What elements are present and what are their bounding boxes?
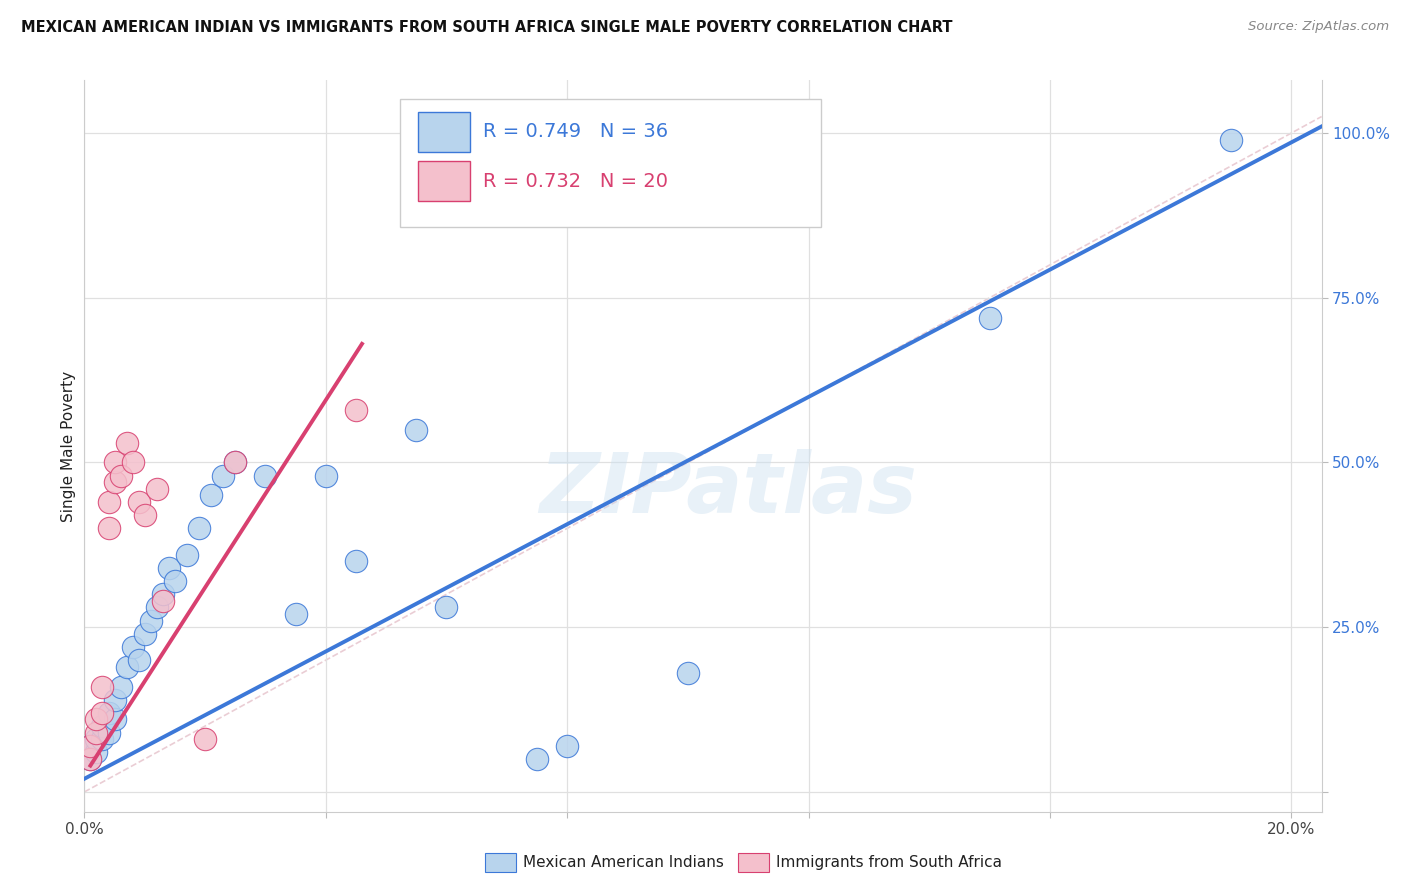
Point: [91, 706, 114, 720]
FancyBboxPatch shape: [399, 99, 821, 227]
Y-axis label: Single Male Poverty: Single Male Poverty: [60, 370, 76, 522]
Point: [115, 435, 138, 450]
Text: Mexican American Indians: Mexican American Indians: [523, 855, 724, 870]
Point: [91, 732, 114, 747]
Text: Source: ZipAtlas.com: Source: ZipAtlas.com: [1249, 20, 1389, 33]
Point: [436, 600, 458, 615]
Point: [97, 495, 120, 509]
Point: [194, 732, 217, 747]
Point: [344, 554, 367, 568]
Point: [146, 600, 169, 615]
Point: [979, 310, 1001, 325]
Point: [128, 495, 150, 509]
Point: [176, 548, 198, 562]
Point: [212, 468, 235, 483]
Point: [555, 739, 578, 753]
Point: [284, 607, 307, 621]
Point: [526, 752, 548, 766]
Point: [139, 614, 162, 628]
Point: [110, 468, 132, 483]
FancyBboxPatch shape: [419, 161, 471, 201]
Point: [97, 725, 120, 739]
Point: [188, 521, 211, 535]
Point: [315, 468, 337, 483]
Point: [115, 659, 138, 673]
Point: [224, 455, 246, 469]
Point: [86, 713, 108, 727]
Point: [91, 719, 114, 733]
Point: [79, 752, 101, 766]
Point: [91, 680, 114, 694]
Text: R = 0.749   N = 36: R = 0.749 N = 36: [482, 122, 668, 141]
Point: [134, 508, 156, 523]
Point: [103, 713, 125, 727]
Point: [103, 455, 125, 469]
Point: [86, 725, 108, 739]
Point: [86, 746, 108, 760]
Point: [79, 739, 101, 753]
Text: MEXICAN AMERICAN INDIAN VS IMMIGRANTS FROM SOUTH AFRICA SINGLE MALE POVERTY CORR: MEXICAN AMERICAN INDIAN VS IMMIGRANTS FR…: [21, 20, 953, 35]
Point: [134, 627, 156, 641]
Point: [152, 594, 174, 608]
Point: [79, 752, 101, 766]
Point: [79, 739, 101, 753]
Point: [157, 561, 180, 575]
Text: R = 0.732   N = 20: R = 0.732 N = 20: [482, 172, 668, 191]
Point: [163, 574, 186, 588]
Point: [128, 653, 150, 667]
Point: [344, 402, 367, 417]
Point: [97, 521, 120, 535]
Text: ZIPatlas: ZIPatlas: [538, 450, 917, 531]
Point: [97, 706, 120, 720]
Point: [86, 732, 108, 747]
Point: [254, 468, 277, 483]
Point: [224, 455, 246, 469]
Point: [152, 587, 174, 601]
FancyBboxPatch shape: [419, 112, 471, 152]
Point: [405, 423, 427, 437]
Point: [103, 692, 125, 706]
Point: [200, 488, 222, 502]
Point: [103, 475, 125, 490]
Point: [121, 455, 143, 469]
Point: [146, 482, 169, 496]
Point: [121, 640, 143, 654]
Text: Immigrants from South Africa: Immigrants from South Africa: [776, 855, 1002, 870]
Point: [676, 666, 699, 681]
Point: [1220, 132, 1243, 146]
Point: [110, 680, 132, 694]
